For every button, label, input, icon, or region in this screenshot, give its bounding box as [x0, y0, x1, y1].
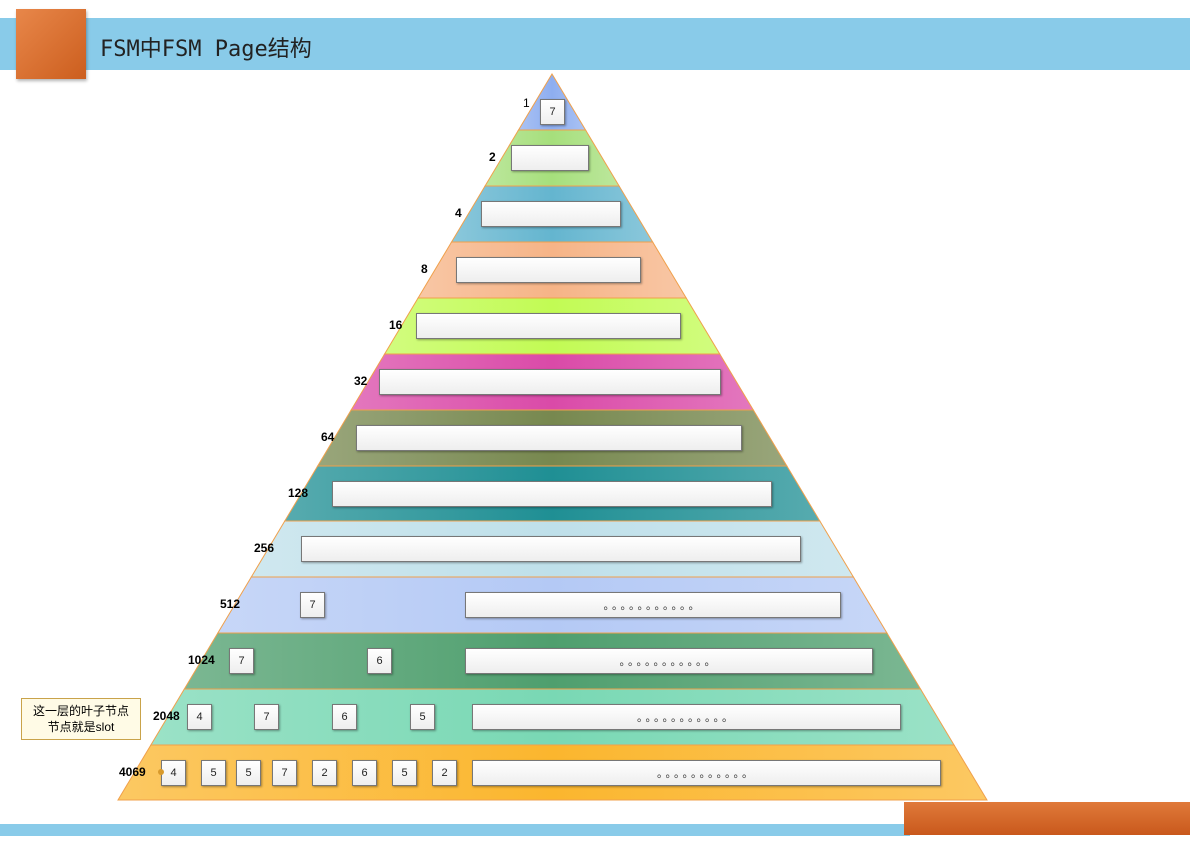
fsm-node-ellipsis-bar: 。。。。。。。。。。。 — [465, 592, 841, 618]
ellipsis-dots: 。。。。。。。。。。。 — [657, 767, 756, 780]
ellipsis-dots: 。。。。。。。。。。。 — [619, 656, 719, 668]
level-count-label: 8 — [421, 262, 428, 276]
fsm-node-box: 6 — [367, 648, 392, 674]
fsm-node-bar — [356, 425, 742, 451]
fsm-node-bar — [511, 145, 589, 171]
fsm-node-bar — [456, 257, 641, 283]
level-count-label: 512 — [220, 597, 241, 611]
level-count-label: 1 — [523, 96, 530, 110]
fsm-node-bar — [416, 313, 681, 339]
fsm-node-box: 2 — [432, 759, 457, 786]
level-count-label: 4069 — [119, 764, 146, 779]
fsm-node-box: 6 — [352, 759, 377, 786]
callout-line-1: 这一层的叶子节点 — [32, 704, 129, 718]
fsm-node-box: 7 — [272, 759, 297, 786]
callout-pointer-dot — [158, 769, 164, 775]
fsm-node-box: 4 — [161, 759, 186, 786]
fsm-node-box: 5 — [392, 759, 417, 786]
level-count-label: 64 — [321, 430, 335, 444]
fsm-node-box: 6 — [332, 704, 357, 730]
level-count-label: 2048 — [153, 709, 180, 723]
fsm-node-box: 5 — [410, 704, 435, 730]
fsm-node-ellipsis-bar: 。。。。。。。。。。。 — [472, 759, 941, 786]
level-count-label: 16 — [389, 318, 403, 332]
fsm-node-box: 2 — [312, 759, 337, 786]
fsm-node-box: 7 — [229, 648, 254, 674]
fsm-node-bar — [332, 480, 772, 507]
fsm-node-box: 7 — [540, 99, 565, 125]
level-count-label: 128 — [288, 485, 309, 500]
ellipsis-dots: 。。。。。。。。。。。 — [603, 600, 703, 612]
slot-callout: 这一层的叶子节点 节点就是slot — [21, 698, 141, 740]
level-count-label: 256 — [254, 541, 275, 555]
level-count-label: 4 — [455, 206, 462, 220]
title-accent-square — [16, 9, 86, 79]
fsm-node-box: 5 — [236, 759, 261, 786]
bottom-bar — [0, 824, 910, 836]
fsm-node-ellipsis-bar: 。。。。。。。。。。。 — [465, 648, 873, 674]
fsm-node-bar — [379, 369, 721, 395]
bottom-accent-rect — [904, 802, 1190, 835]
level-count-label: 1024 — [188, 653, 215, 667]
fsm-node-box: 7 — [254, 704, 279, 730]
fsm-node-box: 5 — [201, 759, 226, 786]
fsm-node-box: 7 — [300, 592, 325, 618]
page-title: FSM中FSM Page结构 — [100, 37, 312, 62]
callout-line-2: 节点就是slot — [47, 720, 115, 734]
fsm-node-ellipsis-bar: 。。。。。。。。。。。 — [472, 704, 901, 730]
level-count-label: 2 — [489, 150, 496, 164]
ellipsis-dots: 。。。。。。。。。。。 — [637, 712, 736, 724]
fsm-node-box: 4 — [187, 704, 212, 730]
level-count-label: 32 — [354, 374, 368, 388]
fsm-node-bar — [301, 536, 801, 562]
fsm-node-bar — [481, 201, 621, 227]
title-bar — [0, 18, 1190, 70]
